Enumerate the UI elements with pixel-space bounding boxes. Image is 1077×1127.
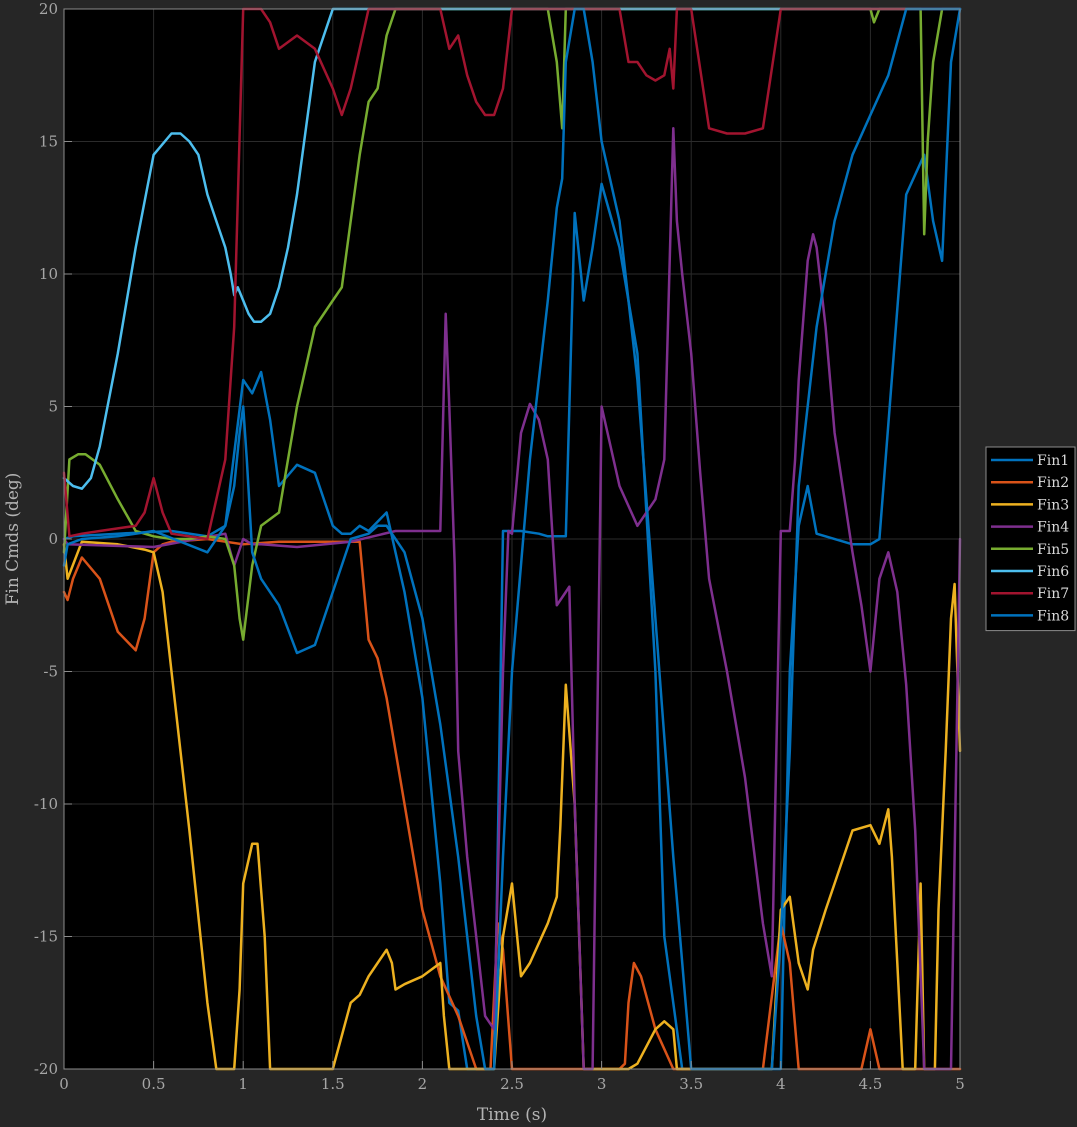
legend-entry-fin8: Fin8 <box>1037 608 1069 624</box>
y-tick-label: 20 <box>39 0 58 18</box>
series-lines <box>62 7 962 1071</box>
legend-entry-fin5: Fin5 <box>1037 542 1069 558</box>
y-axis-label: Fin Cmds (deg) <box>3 473 23 606</box>
legend: Fin1 Fin2 Fin3 Fin4 Fin5 Fin6 Fin7 Fin8 <box>985 446 1076 632</box>
x-tick-label: 1 <box>238 1075 248 1093</box>
legend-entry-fin7: Fin7 <box>1037 586 1069 602</box>
legend-entry-fin1: Fin1 <box>1037 453 1069 469</box>
series-line-fin4 <box>62 127 962 1071</box>
y-tick-label: 0 <box>48 530 58 548</box>
x-axis-label: Time (s) <box>477 1105 547 1125</box>
legend-box <box>985 446 1076 632</box>
x-tick-label: 0 <box>59 1075 69 1093</box>
legend-entry-fin4: Fin4 <box>1037 520 1069 536</box>
y-tick-label: -15 <box>34 928 58 946</box>
x-tick-label: 0.5 <box>142 1075 166 1093</box>
y-tick-label: 5 <box>48 398 58 416</box>
legend-entry-fin2: Fin2 <box>1037 475 1069 491</box>
x-tick-label: 2.5 <box>500 1075 524 1093</box>
series-line-fin8 <box>62 7 962 1071</box>
x-tick-label: 3 <box>597 1075 607 1093</box>
legend-entry-fin3: Fin3 <box>1037 497 1069 513</box>
y-tick-label: 15 <box>39 133 58 151</box>
x-tick-label: 2 <box>418 1075 428 1093</box>
x-tick-label: 4 <box>776 1075 786 1093</box>
x-axis: 0 0.5 1 1.5 2 2.5 3 3.5 4 4.5 5 <box>59 1061 965 1093</box>
series-line-fin3 <box>62 540 962 1071</box>
x-tick-label: 4.5 <box>858 1075 882 1093</box>
x-tick-label: 3.5 <box>679 1075 703 1093</box>
series-line-fin1 <box>62 7 962 1071</box>
y-axis: -20 -15 -10 -5 0 5 10 15 20 <box>34 0 72 1078</box>
y-tick-label: -20 <box>34 1060 58 1078</box>
y-tick-label: -10 <box>34 795 58 813</box>
y-tick-label: -5 <box>43 663 58 681</box>
x-tick-label: 1.5 <box>321 1075 345 1093</box>
y-tick-label: 10 <box>39 265 58 283</box>
legend-entry-fin6: Fin6 <box>1037 564 1069 580</box>
x-tick-label: 5 <box>955 1075 965 1093</box>
